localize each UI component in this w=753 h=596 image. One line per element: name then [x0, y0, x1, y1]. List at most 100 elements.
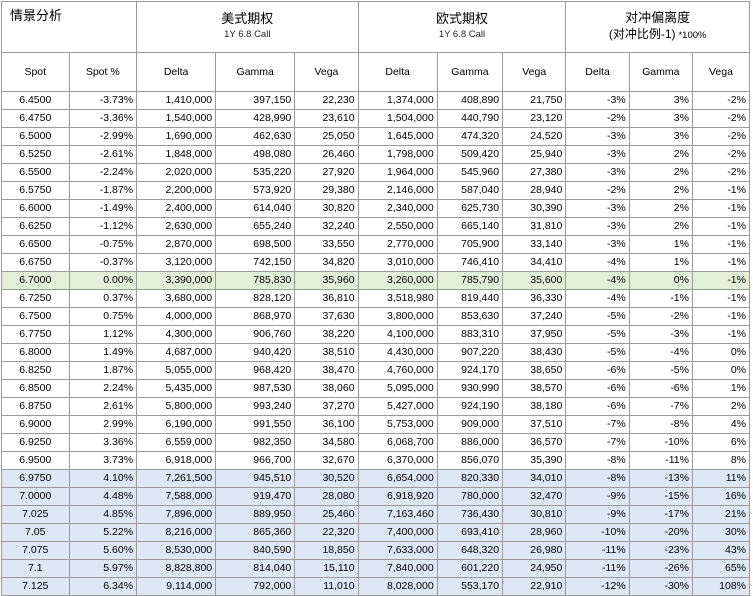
table-cell[interactable]: 397,150: [215, 91, 296, 110]
table-cell[interactable]: -2%: [565, 181, 630, 200]
table-cell[interactable]: 746,410: [436, 253, 504, 272]
table-cell[interactable]: -2%: [691, 145, 751, 164]
table-cell[interactable]: 8,028,000: [357, 577, 438, 596]
table-cell[interactable]: 0%: [628, 271, 693, 290]
table-cell[interactable]: 65%: [691, 559, 751, 578]
table-cell[interactable]: 736,430: [436, 505, 504, 524]
table-cell[interactable]: 940,420: [215, 343, 296, 362]
table-cell[interactable]: -17%: [628, 505, 693, 524]
table-cell[interactable]: 33,140: [502, 235, 567, 254]
table-cell[interactable]: 6,559,000: [136, 433, 217, 452]
table-cell[interactable]: 3%: [628, 127, 693, 146]
table-cell[interactable]: 2,550,000: [357, 217, 438, 236]
table-cell[interactable]: 0%: [691, 343, 751, 362]
table-cell[interactable]: 2.24%: [68, 379, 138, 398]
table-cell[interactable]: -7%: [565, 415, 630, 434]
spot-cell[interactable]: 6.4750: [1, 109, 70, 128]
table-cell[interactable]: 23,120: [502, 109, 567, 128]
table-cell[interactable]: 7,588,000: [136, 487, 217, 506]
table-cell[interactable]: -12%: [565, 577, 630, 596]
table-cell[interactable]: 2%: [628, 199, 693, 218]
table-cell[interactable]: 5,095,000: [357, 379, 438, 398]
table-cell[interactable]: 8,530,000: [136, 541, 217, 560]
spot-cell[interactable]: 6.6750: [1, 253, 70, 272]
table-cell[interactable]: 35,960: [294, 271, 359, 290]
table-cell[interactable]: 545,960: [436, 163, 504, 182]
table-cell[interactable]: 6,654,000: [357, 469, 438, 488]
table-cell[interactable]: -3.36%: [68, 109, 138, 128]
table-cell[interactable]: 35,390: [502, 451, 567, 470]
table-cell[interactable]: -0.75%: [68, 235, 138, 254]
table-cell[interactable]: 32,240: [294, 217, 359, 236]
table-cell[interactable]: -2%: [628, 307, 693, 326]
table-cell[interactable]: 7,261,500: [136, 469, 217, 488]
table-cell[interactable]: -10%: [628, 433, 693, 452]
table-cell[interactable]: -0.37%: [68, 253, 138, 272]
spot-cell[interactable]: 6.7500: [1, 307, 70, 326]
table-cell[interactable]: -5%: [565, 307, 630, 326]
table-cell[interactable]: 38,180: [502, 397, 567, 416]
spot-cell[interactable]: 6.7750: [1, 325, 70, 344]
table-cell[interactable]: 865,360: [215, 523, 296, 542]
table-cell[interactable]: 34,410: [502, 253, 567, 272]
table-cell[interactable]: 28,940: [502, 181, 567, 200]
table-cell[interactable]: 2%: [628, 163, 693, 182]
table-cell[interactable]: 1,374,000: [357, 91, 438, 110]
table-cell[interactable]: 5,800,000: [136, 397, 217, 416]
table-cell[interactable]: 1.87%: [68, 361, 138, 380]
table-cell[interactable]: 18,850: [294, 541, 359, 560]
table-cell[interactable]: 2,146,000: [357, 181, 438, 200]
table-cell[interactable]: 587,040: [436, 181, 504, 200]
table-cell[interactable]: 1%: [628, 235, 693, 254]
table-cell[interactable]: 868,970: [215, 307, 296, 326]
table-cell[interactable]: -1%: [691, 217, 751, 236]
table-cell[interactable]: -3.73%: [68, 91, 138, 110]
table-cell[interactable]: -13%: [628, 469, 693, 488]
table-cell[interactable]: 1%: [628, 253, 693, 272]
table-cell[interactable]: -1%: [628, 289, 693, 308]
table-cell[interactable]: 408,890: [436, 91, 504, 110]
table-cell[interactable]: 2%: [628, 181, 693, 200]
table-cell[interactable]: 25,460: [294, 505, 359, 524]
spot-cell[interactable]: 6.7250: [1, 289, 70, 308]
table-cell[interactable]: -3%: [565, 217, 630, 236]
table-cell[interactable]: -5%: [628, 361, 693, 380]
spot-cell[interactable]: 6.8250: [1, 361, 70, 380]
table-cell[interactable]: 1.49%: [68, 343, 138, 362]
table-cell[interactable]: 1,410,000: [136, 91, 217, 110]
table-cell[interactable]: 945,510: [215, 469, 296, 488]
table-cell[interactable]: 5.60%: [68, 541, 138, 560]
table-cell[interactable]: 1%: [691, 379, 751, 398]
spot-cell[interactable]: 6.5000: [1, 127, 70, 146]
table-cell[interactable]: 498,080: [215, 145, 296, 164]
table-cell[interactable]: 1.12%: [68, 325, 138, 344]
table-cell[interactable]: 26,460: [294, 145, 359, 164]
table-cell[interactable]: 2,200,000: [136, 181, 217, 200]
table-cell[interactable]: 38,470: [294, 361, 359, 380]
table-cell[interactable]: -3%: [565, 127, 630, 146]
table-cell[interactable]: 440,790: [436, 109, 504, 128]
table-cell[interactable]: -4%: [565, 253, 630, 272]
spot-cell[interactable]: 6.8000: [1, 343, 70, 362]
table-cell[interactable]: 987,530: [215, 379, 296, 398]
table-cell[interactable]: 655,240: [215, 217, 296, 236]
table-cell[interactable]: 37,510: [502, 415, 567, 434]
table-cell[interactable]: 30%: [691, 523, 751, 542]
table-cell[interactable]: -8%: [628, 415, 693, 434]
table-cell[interactable]: 428,990: [215, 109, 296, 128]
table-cell[interactable]: 32,470: [502, 487, 567, 506]
table-cell[interactable]: 6,918,000: [136, 451, 217, 470]
table-cell[interactable]: 38,510: [294, 343, 359, 362]
table-cell[interactable]: -6%: [565, 397, 630, 416]
table-cell[interactable]: 5.97%: [68, 559, 138, 578]
table-cell[interactable]: 2.99%: [68, 415, 138, 434]
table-cell[interactable]: 991,550: [215, 415, 296, 434]
spot-cell[interactable]: 6.8750: [1, 397, 70, 416]
table-cell[interactable]: 2,870,000: [136, 235, 217, 254]
table-cell[interactable]: 966,700: [215, 451, 296, 470]
table-cell[interactable]: 924,190: [436, 397, 504, 416]
table-cell[interactable]: -3%: [565, 199, 630, 218]
spot-cell[interactable]: 6.7000: [1, 271, 70, 290]
table-cell[interactable]: -9%: [565, 505, 630, 524]
spot-cell[interactable]: 6.8500: [1, 379, 70, 398]
